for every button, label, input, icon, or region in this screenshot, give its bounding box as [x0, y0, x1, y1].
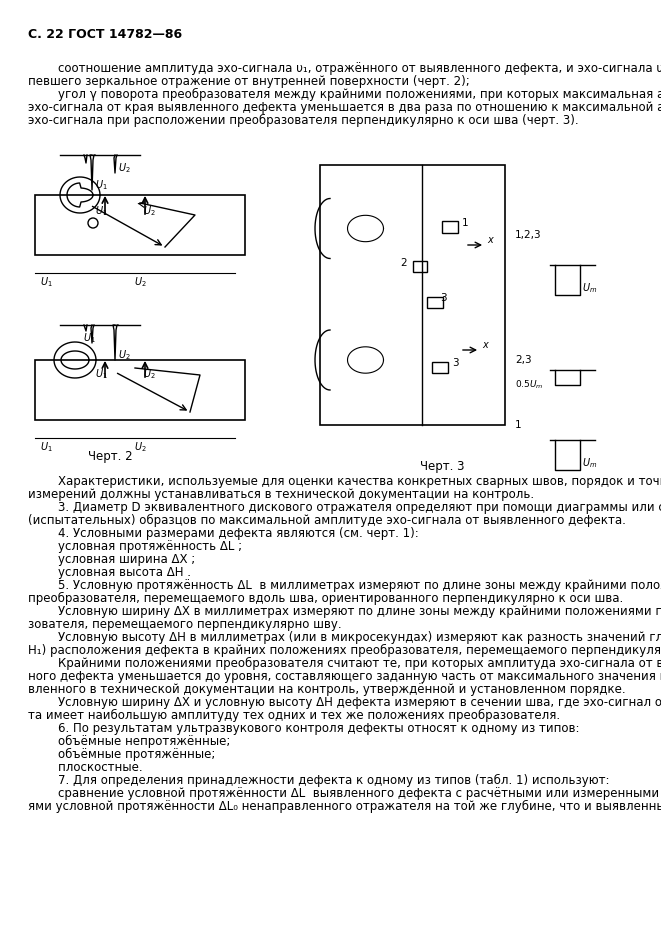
Text: $U_2$: $U_2$ [118, 348, 131, 362]
Text: Крайними положениями преобразователя считают те, при которых амплитуда эхо-сигна: Крайними положениями преобразователя счи… [28, 657, 661, 670]
Text: преобразователя, перемещаемого вдоль шва, ориентированного перпендикулярно к оси: преобразователя, перемещаемого вдоль шва… [28, 592, 623, 605]
Text: $U_1$: $U_1$ [40, 440, 53, 454]
Text: 3: 3 [440, 293, 447, 303]
Text: 2: 2 [400, 258, 407, 268]
Bar [442, 221, 458, 233]
Text: $U_m$: $U_m$ [582, 456, 598, 470]
Text: эхо-сигнала от края выявленного дефекта уменьшается в два раза по отношению к ма: эхо-сигнала от края выявленного дефекта … [28, 101, 661, 114]
Text: 3. Диаметр D эквивалентного дискового отражателя определяют при помощи диаграммы: 3. Диаметр D эквивалентного дискового от… [28, 501, 661, 514]
Text: условная протяжённость ΔL ;: условная протяжённость ΔL ; [28, 540, 242, 553]
Text: $U_m$: $U_m$ [582, 281, 598, 295]
Text: зователя, перемещаемого перпендикулярно шву.: зователя, перемещаемого перпендикулярно … [28, 618, 342, 631]
Text: $U_2$: $U_2$ [143, 204, 155, 218]
Text: $U_1$: $U_1$ [95, 367, 107, 381]
Text: Условную высоту ΔH в миллиметрах (или в микросекундах) измеряют как разность зна: Условную высоту ΔH в миллиметрах (или в … [28, 631, 661, 644]
Bar [432, 362, 448, 373]
Text: ями условной протяжённости ΔL₀ ненаправленного отражателя на той же глубине, что: ями условной протяжённости ΔL₀ ненаправл… [28, 800, 661, 813]
Text: та имеет наибольшую амплитуду тех одних и тех же положениях преобразователя.: та имеет наибольшую амплитуду тех одних … [28, 709, 560, 722]
Text: Черт. 2: Черт. 2 [88, 450, 132, 463]
Text: $0.5U_m$: $0.5U_m$ [515, 379, 544, 391]
Text: $U_2$: $U_2$ [134, 440, 146, 454]
Text: Характеристики, используемые для оценки качества конкретных сварных швов, порядо: Характеристики, используемые для оценки … [28, 475, 661, 488]
Text: объёмные непротяжённые;: объёмные непротяжённые; [28, 735, 231, 748]
Text: 4. Условными размерами дефекта являются (см. черт. 1):: 4. Условными размерами дефекта являются … [28, 527, 419, 540]
Text: 3: 3 [452, 358, 459, 368]
Text: условная высота ΔH .: условная высота ΔH . [28, 566, 191, 579]
Text: 5. Условную протяжённость ΔL  в миллиметрах измеряют по длине зоны между крайним: 5. Условную протяжённость ΔL в миллиметр… [28, 579, 661, 592]
Text: Условную ширину ΔX в миллиметрах измеряют по длине зоны между крайними положения: Условную ширину ΔX в миллиметрах измеряю… [28, 605, 661, 618]
Text: вленного в технической документации на контроль, утверждённой и установленном по: вленного в технической документации на к… [28, 683, 625, 696]
Text: плоскостные.: плоскостные. [28, 761, 143, 774]
Text: $U_2$: $U_2$ [143, 367, 155, 381]
Text: измерений должны устанавливаться в технической документации на контроль.: измерений должны устанавливаться в техни… [28, 488, 534, 501]
Text: Условную ширину ΔX и условную высоту ΔH дефекта измеряют в сечении шва, где эхо-: Условную ширину ΔX и условную высоту ΔH … [28, 696, 661, 709]
Text: $U_1$: $U_1$ [40, 275, 53, 289]
Text: соотношение амплитуда эхо-сигнала υ₁, отражённого от выявленного дефекта, и эхо-: соотношение амплитуда эхо-сигнала υ₁, от… [28, 62, 661, 75]
Text: (испытательных) образцов по максимальной амплитуде эхо-сигнала от выявленного де: (испытательных) образцов по максимальной… [28, 514, 626, 527]
Text: $U_1$: $U_1$ [95, 178, 108, 192]
Text: H₁) расположения дефекта в крайних положениях преобразователя, перемещаемого пер: H₁) расположения дефекта в крайних полож… [28, 644, 661, 657]
Text: С. 22 ГОСТ 14782—86: С. 22 ГОСТ 14782—86 [28, 28, 182, 41]
Text: $U_1$: $U_1$ [95, 204, 107, 218]
Bar [413, 261, 427, 272]
Text: $U_2$: $U_2$ [134, 275, 146, 289]
Text: Черт. 3: Черт. 3 [420, 460, 465, 473]
Bar [35, 360, 245, 420]
Text: x: x [482, 340, 488, 350]
Text: 7. Для определения принадлежности дефекта к одному из типов (табл. 1) используют: 7. Для определения принадлежности дефект… [28, 774, 609, 787]
Text: ного дефекта уменьшается до уровня, составляющего заданную часть от максимальног: ного дефекта уменьшается до уровня, сост… [28, 670, 661, 683]
Text: условная ширина ΔX ;: условная ширина ΔX ; [28, 553, 195, 566]
Text: эхо-сигнала при расположении преобразователя перпендикулярно к оси шва (черт. 3): эхо-сигнала при расположении преобразова… [28, 114, 578, 127]
Bar [35, 195, 245, 255]
Text: x: x [487, 235, 492, 245]
Text: 2,3: 2,3 [515, 355, 531, 365]
Text: $U_1$: $U_1$ [83, 331, 95, 345]
Text: 1: 1 [462, 218, 469, 228]
Text: объёмные протяжённые;: объёмные протяжённые; [28, 748, 215, 761]
Text: певшего зеркальное отражение от внутренней поверхности (черт. 2);: певшего зеркальное отражение от внутренн… [28, 75, 470, 88]
Bar [427, 297, 443, 308]
Text: угол γ поворота преобразователя между крайними положениями, при которых максимал: угол γ поворота преобразователя между кр… [28, 88, 661, 101]
Bar [320, 165, 505, 425]
Text: $U_2$: $U_2$ [118, 161, 131, 175]
Text: 6. По результатам ультразвукового контроля дефекты относят к одному из типов:: 6. По результатам ультразвукового контро… [28, 722, 580, 735]
Text: сравнение условной протяжённости ΔL  выявленного дефекта с расчётными или измере: сравнение условной протяжённости ΔL выяв… [28, 787, 661, 800]
Text: 1,2,3: 1,2,3 [515, 230, 541, 240]
Text: 1: 1 [515, 420, 522, 430]
